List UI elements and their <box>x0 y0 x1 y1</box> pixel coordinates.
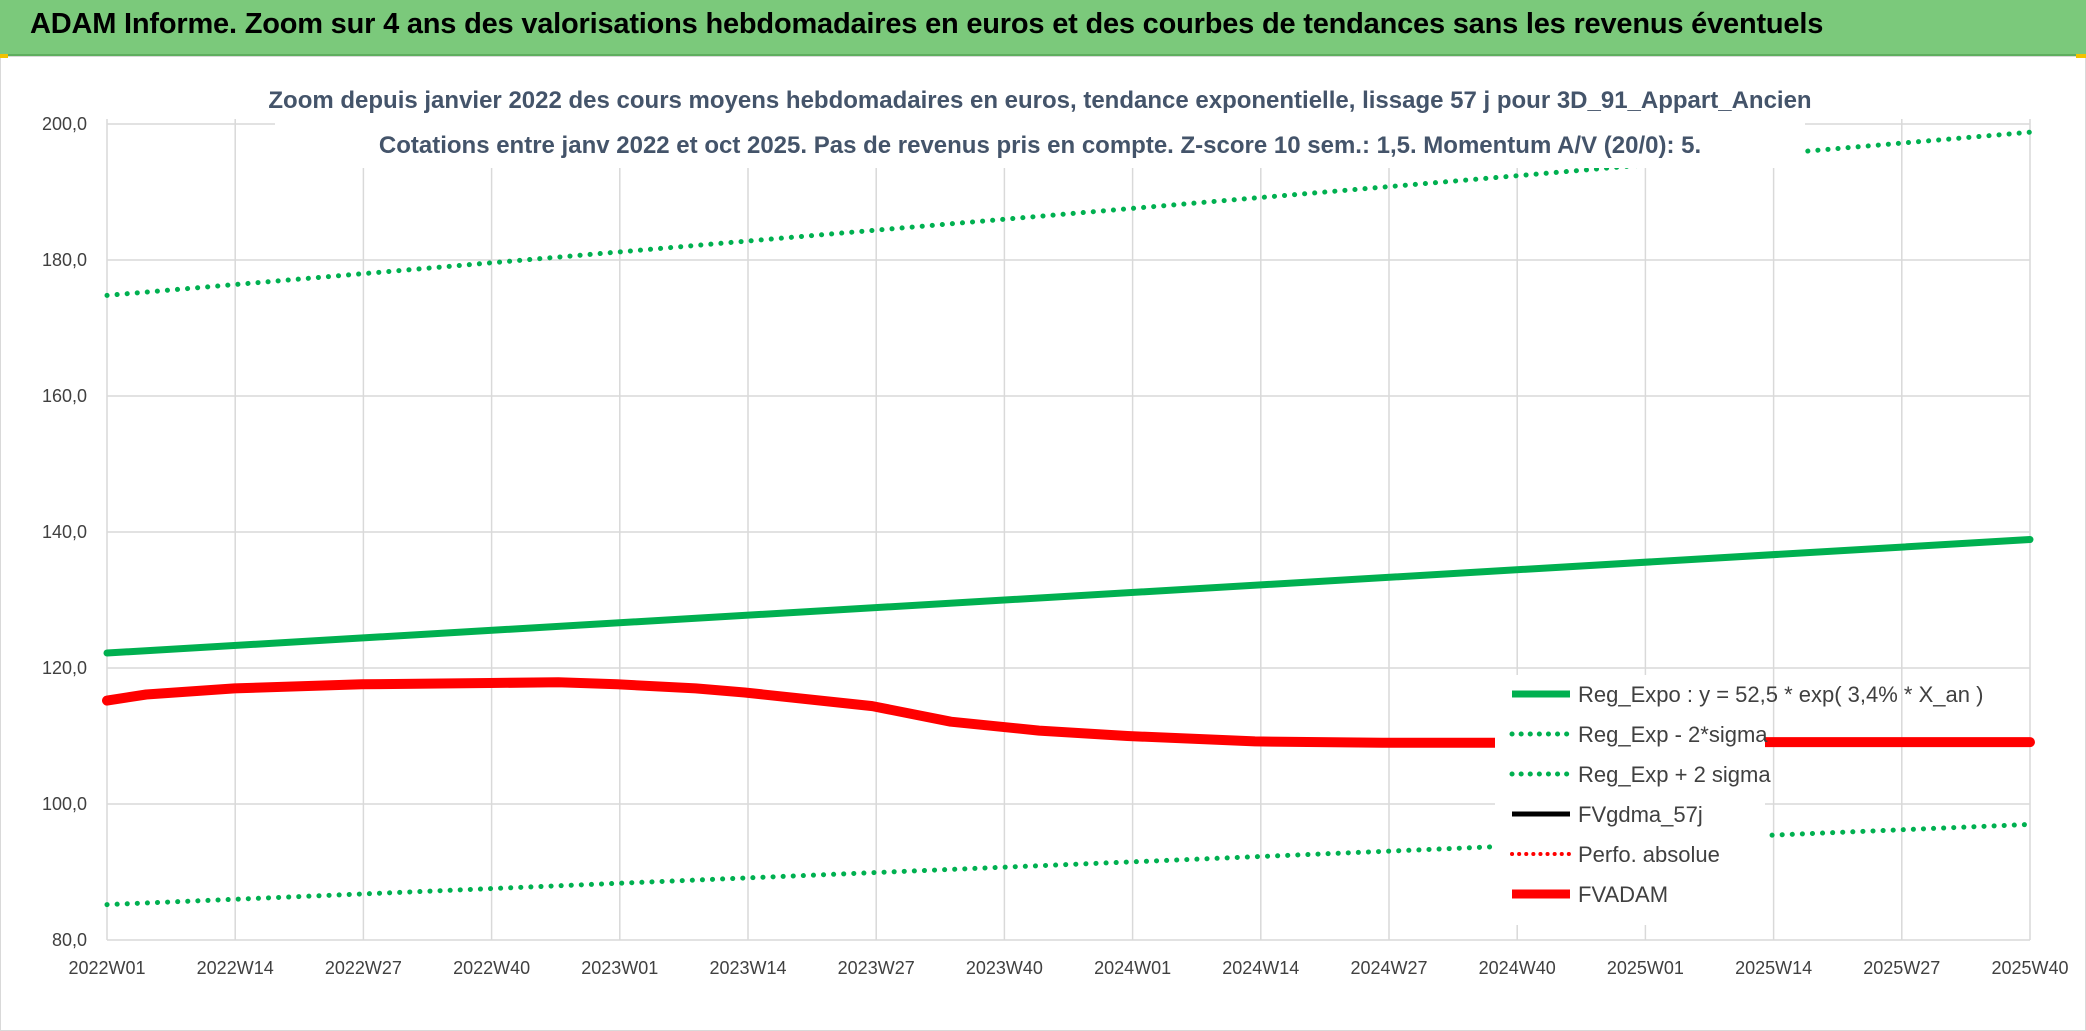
x-tick-label: 2024W01 <box>1094 958 1171 978</box>
y-tick-label: 120,0 <box>42 658 87 678</box>
header-banner: ADAM Informe. Zoom sur 4 ans des valoris… <box>0 0 2086 56</box>
report-title: ADAM Informe. Zoom sur 4 ans des valoris… <box>30 8 1824 40</box>
legend: Reg_Expo : y = 52,5 * exp( 3,4% * X_an )… <box>1495 675 1983 925</box>
x-tick-label: 2022W14 <box>197 958 274 978</box>
legend-label-reg-expo: Reg_Expo : y = 52,5 * exp( 3,4% * X_an ) <box>1578 682 1983 707</box>
legend-label-reg-exp-plus: Reg_Exp + 2 sigma <box>1578 762 1771 787</box>
y-tick-label: 200,0 <box>42 114 87 134</box>
legend-background <box>1495 675 1765 925</box>
x-tick-label: 2025W14 <box>1735 958 1812 978</box>
legend-label-fvgdma: FVgdma_57j <box>1578 802 1703 827</box>
x-tick-label: 2024W27 <box>1350 958 1427 978</box>
x-tick-label: 2025W40 <box>1991 958 2068 978</box>
corner-marker-right <box>2076 54 2086 58</box>
y-tick-label: 80,0 <box>52 930 87 950</box>
y-tick-label: 180,0 <box>42 250 87 270</box>
chart-title: Zoom depuis janvier 2022 des cours moyen… <box>268 82 1812 168</box>
series-line-reg-expo-y-52-5-exp-3-4-x-an <box>103 536 2034 657</box>
x-tick-label: 2025W01 <box>1607 958 1684 978</box>
legend-label-perfo: Perfo. absolue <box>1578 842 1720 867</box>
x-tick-label: 2022W40 <box>453 958 530 978</box>
x-tick-label: 2024W40 <box>1479 958 1556 978</box>
legend-label-fvadam: FVADAM <box>1578 882 1668 907</box>
x-tick-label: 2023W40 <box>966 958 1043 978</box>
y-tick-label: 140,0 <box>42 522 87 542</box>
axis-labels: 80,0 100,0 120,0 140,0 160,0 180,0 200,0 2022W0… <box>42 114 2069 978</box>
corner-marker-left <box>0 54 8 58</box>
x-tick-label: 2022W27 <box>325 958 402 978</box>
x-tick-label: 2022W01 <box>68 958 145 978</box>
x-tick-label: 2023W14 <box>709 958 786 978</box>
x-tick-label: 2023W27 <box>838 958 915 978</box>
chart-title-background <box>275 82 1805 168</box>
chart-title-line-1: Zoom depuis janvier 2022 des cours moyen… <box>268 87 1811 114</box>
y-tick-label: 100,0 <box>42 794 87 814</box>
chart-title-line-2: Cotations entre janv 2022 et oct 2025. P… <box>379 132 1701 159</box>
y-tick-label: 160,0 <box>42 386 87 406</box>
x-tick-label: 2025W27 <box>1863 958 1940 978</box>
legend-label-reg-exp-minus: Reg_Exp - 2*sigma <box>1578 722 1768 747</box>
x-tick-label: 2023W01 <box>581 958 658 978</box>
x-tick-label: 2024W14 <box>1222 958 1299 978</box>
